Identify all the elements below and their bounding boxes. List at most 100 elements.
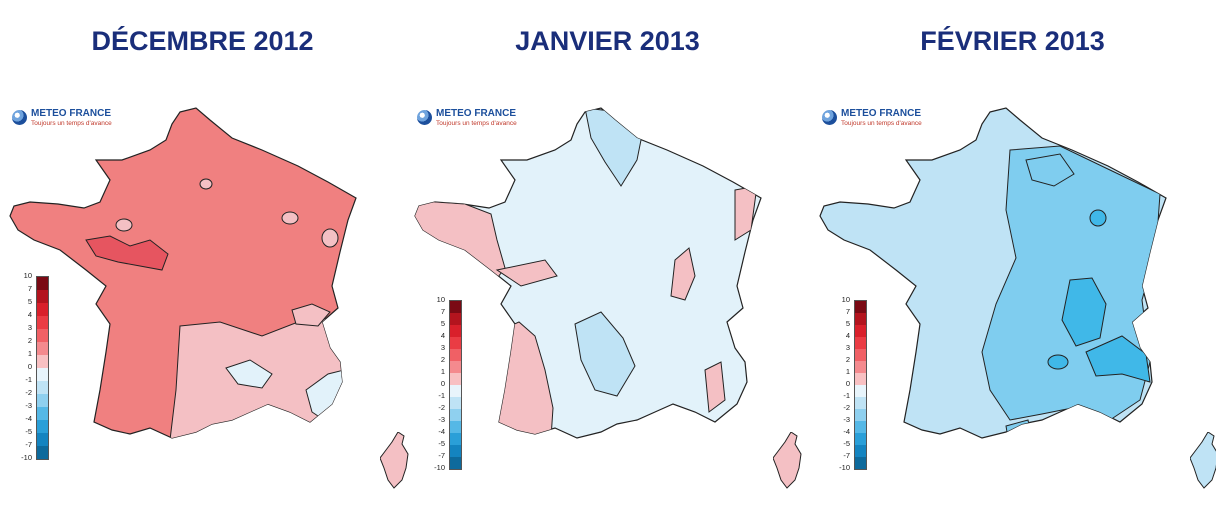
panel-title: JANVIER 2013 xyxy=(515,26,700,56)
legend-swatch xyxy=(855,421,866,433)
globe-icon xyxy=(822,110,837,125)
legend-label: 3 xyxy=(845,343,850,352)
legend-label: -2 xyxy=(25,388,32,397)
legend-label: -10 xyxy=(434,463,445,472)
legend-color-bar xyxy=(36,276,49,460)
legend-label: -10 xyxy=(839,463,850,472)
globe-icon xyxy=(417,110,432,125)
legend-swatch xyxy=(855,457,866,469)
legend-swatch xyxy=(450,421,461,433)
legend-label: -1 xyxy=(843,391,850,400)
legend-swatch xyxy=(450,325,461,337)
legend-swatch xyxy=(37,420,48,433)
logo-name: METEO FRANCE xyxy=(31,108,111,119)
legend-swatch xyxy=(450,445,461,457)
legend-swatch xyxy=(450,361,461,373)
legend-swatch xyxy=(37,329,48,342)
legend-label: -3 xyxy=(25,401,32,410)
legend-swatch xyxy=(37,342,48,355)
panel-february-2013: FÉVRIER 2013 METEO FRANCE Toujours un te… xyxy=(810,0,1216,524)
legend-label: 5 xyxy=(440,319,445,328)
legend-swatch xyxy=(855,445,866,457)
legend-label: 10 xyxy=(436,295,445,304)
france-anomaly-map xyxy=(9,107,357,439)
legend-label: 5 xyxy=(845,319,850,328)
legend-swatch xyxy=(855,397,866,409)
legend-label: -10 xyxy=(21,453,32,462)
globe-icon xyxy=(12,110,27,125)
panel-december-2012: DÉCEMBRE 2012 METEO FRANCE Toujours un t… xyxy=(0,0,409,524)
legend-swatch xyxy=(855,349,866,361)
legend-label: 2 xyxy=(27,336,32,345)
legend-label: 7 xyxy=(27,284,32,293)
legend-label: -4 xyxy=(438,427,445,436)
legend-swatch xyxy=(37,316,48,329)
corsica-map xyxy=(773,432,802,489)
legend-label: 1 xyxy=(845,367,850,376)
legend-label: -3 xyxy=(438,415,445,424)
legend-label: 3 xyxy=(27,323,32,332)
legend-label: -7 xyxy=(25,440,32,449)
legend-swatch xyxy=(37,407,48,420)
legend-swatch xyxy=(450,457,461,469)
legend-swatch xyxy=(855,361,866,373)
legend-swatch xyxy=(855,313,866,325)
legend-label: 4 xyxy=(845,331,850,340)
legend-label: 2 xyxy=(845,355,850,364)
legend-swatch xyxy=(37,290,48,303)
legend-label: -2 xyxy=(438,403,445,412)
panel-title: FÉVRIER 2013 xyxy=(920,26,1105,56)
legend-swatch xyxy=(37,394,48,407)
legend-swatch xyxy=(450,397,461,409)
legend-swatch xyxy=(37,277,48,290)
logo-name: METEO FRANCE xyxy=(841,108,921,119)
logo-tagline: Toujours un temps d'avance xyxy=(436,120,517,127)
legend-color-bar xyxy=(449,300,462,470)
legend-label: -3 xyxy=(843,415,850,424)
legend-label: 1 xyxy=(440,367,445,376)
panel-january-2013: JANVIER 2013 METEO FRANCE Toujours un te… xyxy=(405,0,810,524)
legend-label: -4 xyxy=(25,414,32,423)
legend-swatch xyxy=(855,301,866,313)
legend-swatch xyxy=(37,303,48,316)
legend-label: 4 xyxy=(440,331,445,340)
legend-swatch xyxy=(855,385,866,397)
legend-swatch xyxy=(450,301,461,313)
legend-label: 0 xyxy=(845,379,850,388)
legend-swatch xyxy=(855,373,866,385)
france-anomaly-map xyxy=(414,107,762,439)
legend-label: 0 xyxy=(27,362,32,371)
legend-label: 3 xyxy=(440,343,445,352)
logo-tagline: Toujours un temps d'avance xyxy=(841,120,922,127)
legend-swatch xyxy=(450,385,461,397)
legend-label: 10 xyxy=(23,271,32,280)
legend-label: -7 xyxy=(438,451,445,460)
corsica-map xyxy=(1190,432,1216,489)
france-anomaly-map xyxy=(819,107,1167,439)
legend-swatch xyxy=(37,433,48,446)
legend-label: -5 xyxy=(25,427,32,436)
legend-swatch xyxy=(450,349,461,361)
logo-name: METEO FRANCE xyxy=(436,108,516,119)
legend-label: 1 xyxy=(27,349,32,358)
legend-label: 7 xyxy=(440,307,445,316)
legend-swatch xyxy=(855,325,866,337)
legend-swatch xyxy=(450,433,461,445)
legend-label: 10 xyxy=(841,295,850,304)
legend-label: 0 xyxy=(440,379,445,388)
legend-swatch xyxy=(855,433,866,445)
legend-label: -1 xyxy=(25,375,32,384)
legend-color-bar xyxy=(854,300,867,470)
legend-label: -1 xyxy=(438,391,445,400)
legend-swatch xyxy=(37,368,48,381)
legend-label: -5 xyxy=(843,439,850,448)
legend-label: 5 xyxy=(27,297,32,306)
legend-swatch xyxy=(37,381,48,394)
legend-label: -7 xyxy=(843,451,850,460)
legend-label: 2 xyxy=(440,355,445,364)
legend-swatch xyxy=(37,446,48,459)
legend-swatch xyxy=(37,355,48,368)
legend-swatch xyxy=(450,373,461,385)
panel-title: DÉCEMBRE 2012 xyxy=(91,26,314,56)
legend-label: -4 xyxy=(843,427,850,436)
